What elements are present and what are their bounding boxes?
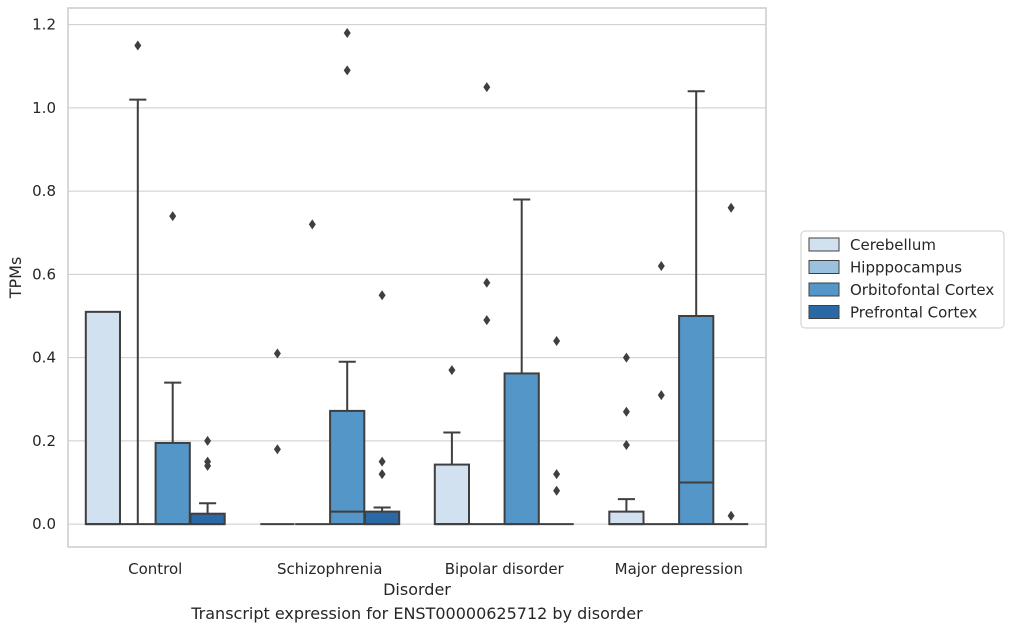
outlier-point [727,202,735,213]
outlier-point [343,27,351,38]
outlier-point [622,440,630,451]
x-axis-label: Disorder [383,580,451,599]
legend-label: Cerebellum [850,236,936,254]
box [84,310,122,526]
box [363,510,401,526]
box-layer [84,27,749,526]
box [608,510,645,526]
x-tick-label: Major depression [615,560,743,578]
outlier-point [657,261,665,272]
outlier-point [378,456,386,467]
y-tick-label: 0.4 [32,349,56,367]
outlier-point [622,352,630,363]
outlier-point [378,290,386,301]
legend-swatch [808,282,840,297]
box [154,441,191,526]
box [189,512,226,526]
legend: Cerebellum Hipppocampus Orbitofontal Corte… [800,230,1005,329]
outlier-point [204,460,212,471]
y-tick-label: 0.2 [32,432,56,450]
y-tick-label: 1.2 [32,16,56,34]
outlier-point [553,485,561,496]
legend-swatch [808,305,840,319]
outlier-point [553,469,561,480]
box [329,409,366,526]
outlier-point [553,335,561,346]
outlier-point [727,510,735,521]
box [503,372,540,526]
legend-label: Prefrontal Cortex [850,304,977,322]
x-tick-label: Control [128,560,182,578]
box [433,463,471,526]
outlier-point [483,277,491,288]
outlier-point [343,65,351,76]
legend-swatch [808,260,840,274]
y-tick-label: 1.0 [32,99,56,117]
outlier-point [378,469,386,480]
box [678,315,715,526]
outlier-point [204,435,212,446]
outlier-point [657,390,665,401]
chart-caption: Transcript expression for ENST0000062571… [191,604,643,623]
outlier-point [273,444,281,455]
outlier-point [483,315,491,326]
outlier-point [169,211,177,222]
legend-swatch [808,237,840,252]
y-tick-label: 0.8 [32,182,56,200]
x-tick-label: Bipolar disorder [445,560,565,578]
outlier-point [134,40,142,51]
axis-layer: 0.0 0.2 0.4 0.6 0.8 1.0 1.2 Control Schizophreni… [6,7,767,599]
y-tick-label: 0.6 [32,265,56,283]
outlier-point [448,365,456,376]
y-tick-label: 0.0 [32,515,56,533]
legend-frame [800,230,1005,329]
plot-frame [67,7,767,548]
outlier-point [273,348,281,359]
outlier-point [483,82,491,93]
legend-label: Orbitofontal Cortex [850,281,994,299]
outlier-point [308,219,316,230]
legend-label: Hipppocampus [850,259,962,277]
outlier-point [622,406,630,417]
y-axis-label: TPMs [6,257,25,300]
x-tick-label: Schizophrenia [277,560,382,578]
